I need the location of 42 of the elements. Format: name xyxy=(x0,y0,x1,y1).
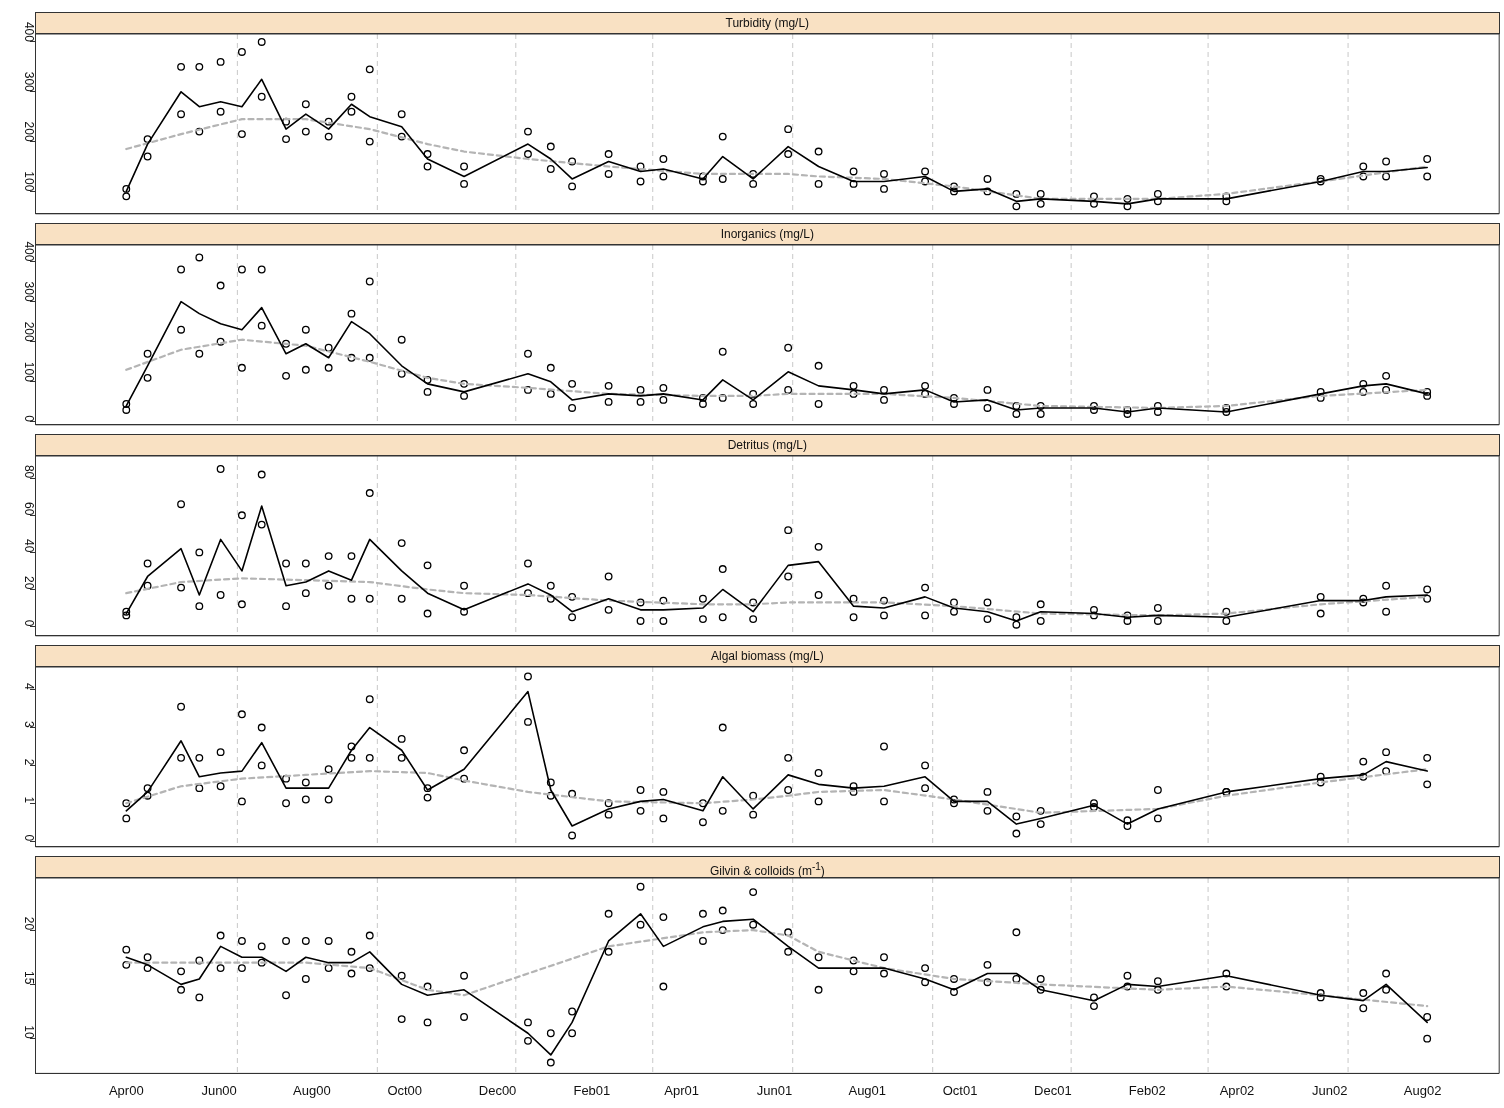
x-tick-label: Jun02 xyxy=(1312,1082,1348,1098)
y-tick-label: 0 xyxy=(21,619,36,627)
y-tick-label: 300 xyxy=(21,71,36,93)
y-tick-label: 3 xyxy=(21,720,36,728)
chart-title: Algal biomass (mg/L) xyxy=(35,645,1500,667)
x-tick-label: Aug02 xyxy=(1403,1082,1442,1098)
x-tick-label: Oct00 xyxy=(387,1082,423,1098)
chart-title: Turbidity (mg/L) xyxy=(35,12,1500,34)
y-tick-label: 15 xyxy=(21,971,36,985)
y-tick-label: 4 xyxy=(21,683,36,691)
chart-title: Detritus (mg/L) xyxy=(35,434,1500,456)
y-tick-label: 400 xyxy=(21,241,36,262)
y-tick-label: 0 xyxy=(21,834,36,842)
y-tick-label: 100 xyxy=(21,361,36,383)
x-tick-label: Feb02 xyxy=(1128,1082,1166,1098)
x-tick-label: Oct01 xyxy=(942,1082,978,1098)
chart-title: Gilvin & colloids (m$^{-1}$) xyxy=(35,856,1500,878)
y-tick-label: 200 xyxy=(21,121,36,142)
x-tick-label: Apr00 xyxy=(108,1082,144,1098)
y-tick-label: 20 xyxy=(21,576,36,590)
y-tick-label: 200 xyxy=(21,321,36,343)
y-tick-label: 1 xyxy=(21,796,36,804)
y-tick-label: 10 xyxy=(21,1025,36,1039)
chart-title: Inorganics (mg/L) xyxy=(35,223,1500,245)
x-tick-label: Jun00 xyxy=(201,1082,237,1098)
x-tick-label: Dec01 xyxy=(1034,1082,1072,1098)
x-tick-label: Aug01 xyxy=(848,1082,887,1098)
y-tick-label: 300 xyxy=(21,281,36,302)
y-tick-label: 0 xyxy=(21,415,36,423)
x-tick-label: Feb01 xyxy=(573,1082,611,1098)
x-tick-label: Apr02 xyxy=(1219,1082,1255,1098)
y-tick-label: 80 xyxy=(21,464,36,479)
y-tick-label: 400 xyxy=(21,21,36,43)
y-tick-label: 40 xyxy=(21,539,36,553)
y-tick-label: 20 xyxy=(21,916,36,931)
y-tick-label: 2 xyxy=(21,758,36,766)
x-tick-label: Apr01 xyxy=(664,1082,699,1098)
y-tick-label: 100 xyxy=(21,171,36,192)
x-tick-label: Aug00 xyxy=(293,1082,331,1098)
y-tick-label: 60 xyxy=(21,501,36,516)
x-tick-label: Dec00 xyxy=(478,1082,517,1098)
x-tick-label: Jun01 xyxy=(756,1082,793,1098)
